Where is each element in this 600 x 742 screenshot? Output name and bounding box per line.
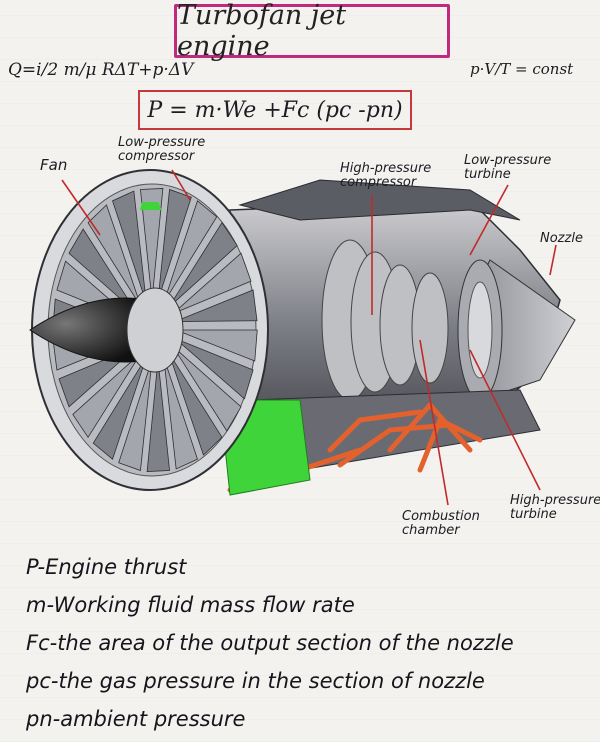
- fan-blade: [163, 200, 218, 303]
- fan-arrow: [61, 179, 101, 236]
- fan-blade: [163, 357, 198, 470]
- label-hpc: High-pressure compressor: [340, 162, 431, 190]
- fan-blade: [87, 204, 142, 308]
- label-lpt-line2: turbine: [464, 167, 511, 182]
- green-lpc-marker: [140, 202, 162, 210]
- heat-formula: Q=i/2 m/μ RΔT+p·ΔV: [8, 60, 194, 80]
- label-hpt-line1: High-pressure: [510, 493, 600, 508]
- label-lpt: Low-pressure turbine: [464, 154, 551, 182]
- label-lpc: Low-pressure compressor: [118, 136, 205, 164]
- fan-blade: [174, 338, 254, 400]
- label-hpt: High-pressure turbine: [510, 494, 600, 522]
- fan-hub: [126, 287, 184, 373]
- legend-item: m-Working fluid mass flow rate: [26, 593, 355, 617]
- label-combustion-line2: chamber: [402, 523, 460, 538]
- label-fan: Fan: [40, 156, 68, 174]
- thrust-formula-box: P = m·We +Fc (pc -pn): [138, 90, 412, 130]
- lpt-arrow: [469, 184, 509, 256]
- fan-blade: [68, 228, 138, 315]
- label-hpc-line1: High-pressure: [340, 161, 432, 176]
- symbol-legend: P-Engine thrust m-Working fluid mass flo…: [26, 548, 586, 738]
- label-hpc-line2: compressor: [340, 175, 417, 190]
- label-lpc-line1: Low-pressure: [118, 135, 206, 150]
- fan-blade: [172, 345, 242, 432]
- thrust-formula: P = m·We +Fc (pc -pn): [147, 97, 403, 123]
- lpc-arrow: [171, 169, 191, 201]
- label-combustion: Combustion chamber: [402, 510, 480, 538]
- fan-blade: [174, 289, 258, 322]
- label-arrows: [61, 169, 557, 506]
- compressor-stages: [321, 239, 449, 401]
- page-title: Turbofan jet engine: [174, 0, 450, 62]
- turbine-disk: [467, 281, 493, 379]
- fan-blade: [140, 188, 164, 301]
- fan-blade: [157, 188, 192, 301]
- fan-blade: [72, 352, 142, 439]
- legend-item: pn-ambient pressure: [26, 707, 246, 731]
- legend-item: Fc-the area of the output section of the…: [26, 631, 514, 655]
- fan-blade: [168, 221, 238, 308]
- label-nozzle: Nozzle: [540, 231, 583, 246]
- label-lpt-line1: Low-pressure: [464, 153, 552, 168]
- fan-blade: [118, 359, 153, 472]
- fan-blade: [175, 329, 258, 362]
- legend-item: pc-the gas pressure in the section of no…: [26, 669, 485, 693]
- fan-blade: [172, 252, 252, 315]
- label-lpc-line2: compressor: [118, 149, 195, 164]
- fan-blade: [168, 352, 223, 456]
- combustion-arrow: [419, 339, 449, 506]
- fan-blade: [146, 359, 170, 472]
- title-text: Turbofan jet engine: [177, 0, 347, 62]
- hpt-arrow: [469, 349, 541, 491]
- fan-blade: [112, 190, 147, 303]
- legend-item: P-Engine thrust: [26, 555, 187, 579]
- fan-blade: [92, 357, 147, 460]
- nozzle-arrow: [549, 244, 557, 276]
- label-combustion-line1: Combustion: [402, 509, 480, 524]
- engine-illustration: [29, 169, 576, 506]
- state-formula: p·V/T = const: [470, 60, 574, 78]
- upper-casing: [238, 179, 521, 221]
- label-hpt-line2: turbine: [510, 507, 557, 522]
